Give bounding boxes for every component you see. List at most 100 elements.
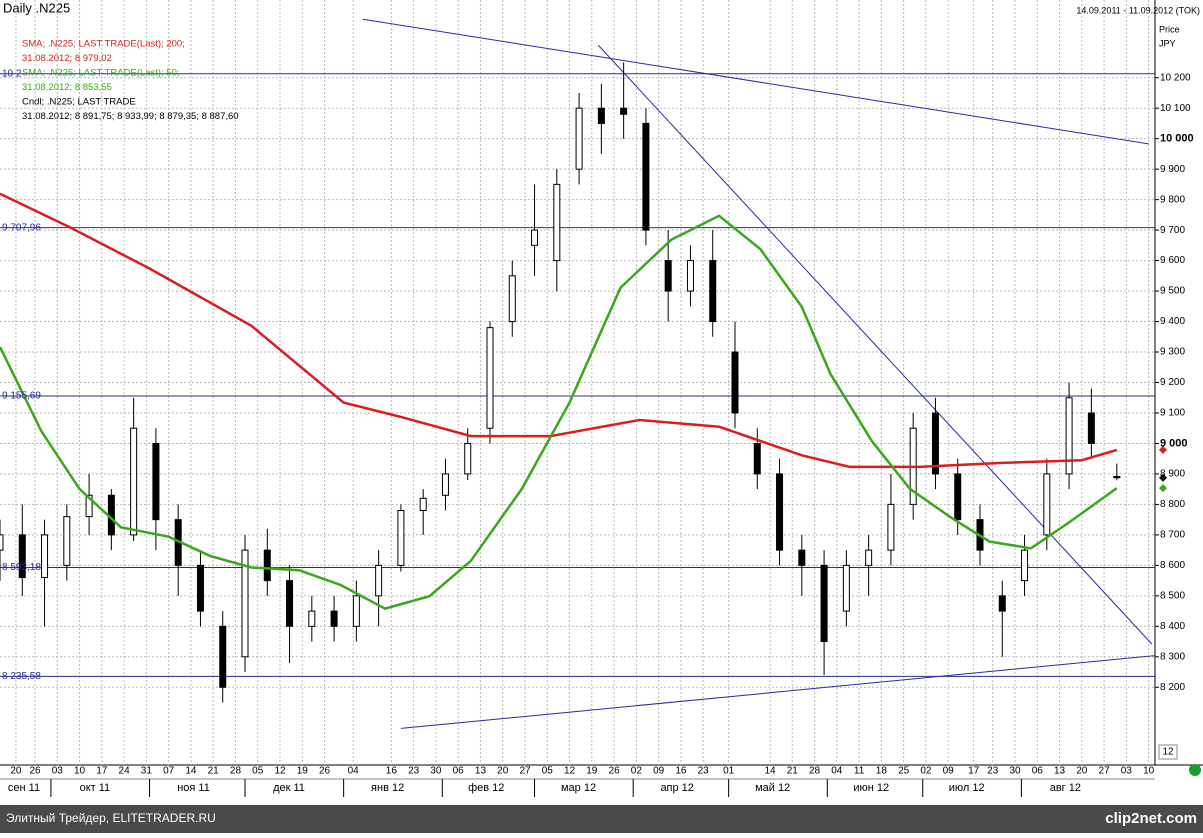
candle-body [375,564,383,597]
month-label: май 12 [755,782,790,794]
y-tick-label: 9 600 [1160,255,1185,266]
month-label: мар 12 [561,782,596,794]
y-tick-label: 9 300 [1160,347,1185,358]
candle-body [931,412,939,475]
y-tick-label: 8 700 [1160,530,1185,541]
candle-body [0,534,4,551]
x-tick-label: 24 [119,766,131,777]
x-tick-label: 23 [698,766,710,777]
candle-body [954,473,962,521]
month-label: окт 11 [80,782,111,794]
candle-body [241,549,249,658]
candle-body [709,260,717,323]
candle-body [575,107,583,170]
footer-text: Элитный Трейдер, ELITETRADER.RU [6,811,216,825]
month-label: фев 12 [468,782,504,794]
candle-body [85,494,93,518]
x-tick-label: 02 [920,766,932,777]
legend-entry: 31.08.2012; 8 891,75; 8 933,99; 8 879,35… [22,111,239,122]
month-label: июн 12 [853,782,889,794]
legend-entry: Cndl; .N225; LAST TRADE [22,97,136,108]
x-tick-label: 01 [723,766,735,777]
bottom-label: 12 [1162,747,1174,758]
candle-body [1087,412,1095,444]
candle-body [731,351,739,414]
level-label: 9 155,69 [2,391,41,402]
candle-body [842,564,850,612]
candle-body [597,107,605,124]
candle-body [1021,549,1029,582]
x-tick-label: 03 [52,766,64,777]
candle-body [887,503,895,551]
x-tick-label: 07 [163,766,175,777]
x-tick-label: 02 [631,766,643,777]
candle-body [531,229,539,246]
x-tick-label: 04 [348,766,360,777]
candle-body [798,549,806,566]
candle-body [41,534,49,579]
x-tick-label: 16 [386,766,398,777]
x-tick-label: 06 [453,766,465,777]
candle-body [152,442,160,521]
month-label: янв 12 [371,782,404,794]
y-tick-label: 9 800 [1160,194,1185,205]
x-tick-label: 18 [876,766,888,777]
last-value-marker [1159,484,1167,493]
candle-body [642,122,650,231]
x-tick-label: 12 [274,766,286,777]
bottom-box [1158,744,1178,760]
candle-body [1113,475,1121,479]
price-axis-unit: JPY [1159,38,1176,48]
candle-body [486,327,494,429]
candle-body [865,549,873,566]
candle-body [1043,473,1051,536]
month-label: июл 12 [949,782,985,794]
x-tick-label: 17 [968,766,980,777]
y-tick-label: 10 200 [1160,72,1191,83]
x-tick-label: 05 [252,766,264,777]
x-tick-label: 12 [564,766,576,777]
y-tick-label: 8 500 [1160,590,1185,601]
month-label: авг 12 [1050,782,1081,794]
y-tick-label: 9 200 [1160,377,1185,388]
x-tick-label: 31 [141,766,153,777]
date-range: 14.09.2011 - 11.09.2012 (TOK) [1076,5,1200,15]
x-tick-label: 25 [898,766,910,777]
labels: 8 200 8 300 8 400 8 500 8 600 8 700 8 800 8 900… [2,39,1194,797]
x-tick-label: 09 [653,766,665,777]
candle-body [776,473,784,551]
month-label: апр 12 [660,782,693,794]
y-tick-label: 9 700 [1160,225,1185,236]
x-tick-label: 11 [854,766,865,777]
x-tick-label: 10 [1143,766,1155,777]
x-tick-label: 28 [809,766,821,777]
candle-body [63,516,71,566]
last-value-marker [1159,445,1167,454]
x-tick-label: 03 [1121,766,1133,777]
candle-body [664,260,672,292]
x-tick-label: 30 [430,766,442,777]
trend-line [597,44,1153,645]
x-tick-label: 13 [475,766,487,777]
status-dot [1189,764,1201,776]
x-tick-label: 20 [1076,766,1088,777]
candle-body [263,549,271,582]
candle-body [18,534,26,579]
y-tick-label: 10 100 [1160,103,1191,114]
x-tick-label: 19 [297,766,309,777]
x-tick-label: 26 [319,766,331,777]
candle-body [686,260,694,292]
chart-title: Daily .N225 [3,0,70,15]
y-tick-label: 8 900 [1160,469,1185,480]
candle-body [441,473,449,496]
x-tick-label: 20 [10,766,22,777]
sma-line [0,192,1118,469]
candle-body [998,595,1006,612]
y-tick-label: 8 300 [1160,651,1185,662]
x-tick-label: 30 [1009,766,1021,777]
candle-body [308,610,316,627]
x-tick-label: 20 [497,766,509,777]
trend-line [400,655,1155,729]
x-tick-label: 26 [609,766,621,777]
